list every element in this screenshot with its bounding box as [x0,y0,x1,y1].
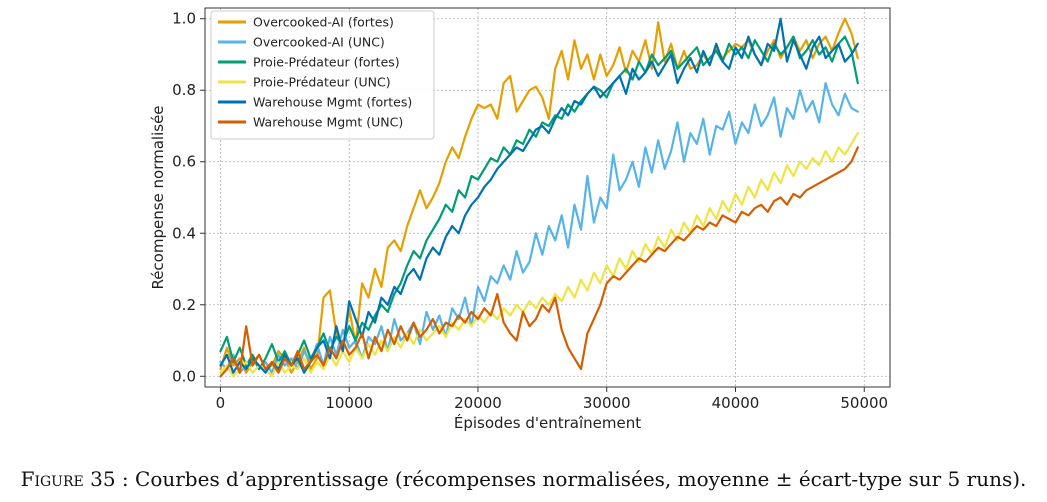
legend-label-3: Proie-Prédateur (UNC) [253,75,391,90]
x-tick-label: 20000 [454,394,502,412]
figure-caption-label: Figure 35 : [20,467,129,491]
y-tick-label: 0.0 [172,367,196,385]
legend-label-0: Overcooked-AI (fortes) [253,15,394,30]
y-tick-label: 0.6 [172,153,196,171]
legend: Overcooked-AI (fortes) Overcooked-AI (UNC… [210,10,435,140]
series-lines [219,17,859,378]
x-tick-label: 50000 [840,394,888,412]
y-tick-label: 0.4 [172,224,196,242]
y-tick-label: 0.8 [172,81,196,99]
x-tick-label: 40000 [712,394,760,412]
legend-label-5: Warehouse Mgmt (UNC) [253,115,403,130]
y-tick-label: 1.0 [172,10,196,28]
series-line-3 [219,132,859,378]
legend-label-4: Warehouse Mgmt (fortes) [253,95,412,110]
axis-ticks: 0 10000 20000 30000 40000 50000 0.0 0.2 0.4 0.6 0.… [172,10,888,412]
legend-label-1: Overcooked-AI (UNC) [253,35,385,50]
x-axis-label: Épisodes d'entraînement [454,413,641,432]
learning-curves-chart: 0 10000 20000 30000 40000 50000 0.0 0.2 0.4 0.6 0.… [149,7,891,432]
series-line-2 [219,35,859,371]
x-tick-label: 10000 [325,394,373,412]
legend-label-2: Proie-Prédateur (fortes) [253,55,400,70]
y-axis-label: Récompense normalisée [149,105,167,289]
x-tick-label: 30000 [583,394,631,412]
legend-box [210,10,435,140]
series-line-5 [219,146,859,378]
plot-frame [204,7,891,388]
figure-caption-text: Courbes d’apprentissage (récompenses nor… [128,467,1027,491]
x-tick-label: 0 [216,394,226,412]
y-tick-label: 0.2 [172,296,196,314]
figure-caption: Figure 35 : Courbes d’apprentissage (réc… [0,467,1047,491]
series-line-4 [219,17,859,374]
